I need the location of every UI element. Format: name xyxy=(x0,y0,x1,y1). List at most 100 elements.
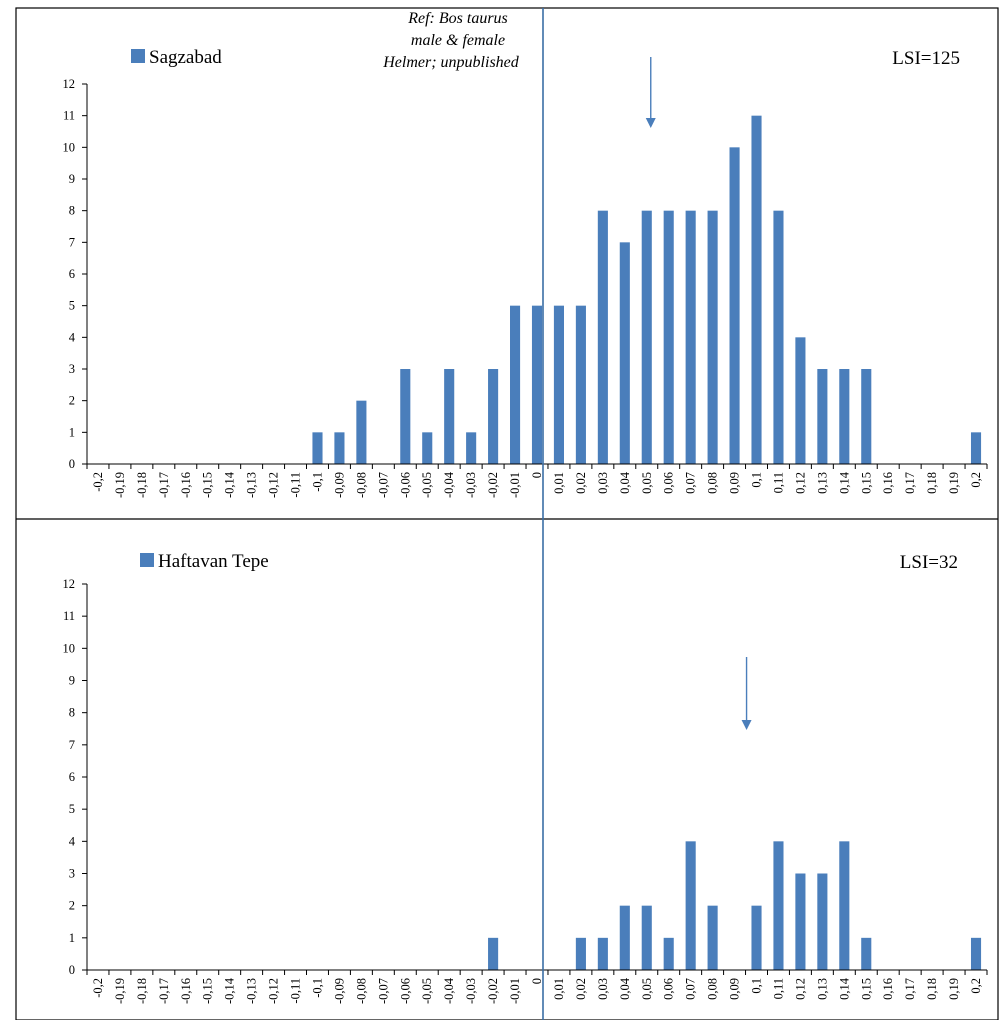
x-tick-label: -0,15 xyxy=(201,978,215,1004)
bar xyxy=(685,210,696,464)
x-tick-label: -0,01 xyxy=(508,472,522,498)
bar xyxy=(488,937,499,970)
x-tick-label: 0,13 xyxy=(815,472,829,494)
bar xyxy=(553,305,564,464)
x-tick-label: 0,03 xyxy=(596,472,610,494)
x-tick-label: 0,05 xyxy=(640,472,654,494)
y-tick-label: 6 xyxy=(69,770,75,784)
x-tick-label: 0,17 xyxy=(903,472,917,494)
x-tick-label: -0,12 xyxy=(267,472,281,498)
bar xyxy=(531,305,543,464)
x-tick-label: 0,17 xyxy=(903,978,917,1000)
legend-label: Sagzabad xyxy=(149,47,222,68)
x-tick-label: 0,01 xyxy=(552,978,566,1000)
bar xyxy=(597,937,608,970)
y-tick-label: 12 xyxy=(63,77,76,91)
x-tick-label: 0,2 xyxy=(969,472,983,488)
panel-sagzabad: Sagzabad LSI=125 Ref: Bos taurus male & … xyxy=(63,8,988,519)
x-tick-label: 0,12 xyxy=(793,978,807,1000)
x-tick-label: 0 xyxy=(530,978,544,984)
x-tick-label: 0,1 xyxy=(750,978,764,994)
x-tick-label: -0,1 xyxy=(310,978,324,998)
x-tick-label: -0,08 xyxy=(354,472,368,498)
x-tick-label: -0,13 xyxy=(245,978,259,1004)
x-tick-label: 0,16 xyxy=(881,472,895,494)
bar xyxy=(444,369,455,464)
x-tick-label: -0,17 xyxy=(157,978,171,1004)
x-tick-label: 0,14 xyxy=(837,471,851,494)
x-tick-label: -0,03 xyxy=(464,978,478,1004)
x-tick-label: -0,03 xyxy=(464,472,478,498)
x-tick-label: -0,17 xyxy=(157,472,171,498)
y-tick-label: 3 xyxy=(69,362,75,376)
bar xyxy=(641,905,652,970)
x-tick-label: 0,15 xyxy=(859,978,873,1000)
bar xyxy=(970,937,982,970)
bar xyxy=(970,432,982,464)
x-tick-label: 0,08 xyxy=(706,472,720,494)
x-tick-label: -0,07 xyxy=(376,978,390,1004)
bar xyxy=(466,432,477,464)
x-tick-label: -0,09 xyxy=(332,978,346,1004)
y-tick-label: 11 xyxy=(63,609,75,623)
x-tick-label: 0,12 xyxy=(793,472,807,494)
x-tick-label: -0,08 xyxy=(354,978,368,1004)
y-tick-label: 9 xyxy=(69,172,75,186)
x-tick-label: 0,06 xyxy=(662,472,676,494)
y-tick-label: 8 xyxy=(69,706,75,720)
bar xyxy=(751,115,762,465)
x-tick-label: 0,16 xyxy=(881,978,895,1000)
bar xyxy=(795,873,806,970)
bar xyxy=(817,873,828,970)
x-axis: -0,2 -0,19 -0,18 -0,17 -0,16 -0,15 -0,14 -0,13-… xyxy=(86,463,988,498)
x-tick-label: 0,01 xyxy=(552,472,566,494)
x-tick-label: 0,11 xyxy=(771,472,785,493)
x-tick-label: -0,04 xyxy=(442,977,456,1004)
x-tick-label: -0,16 xyxy=(179,978,193,1004)
y-tick-label: 6 xyxy=(69,267,75,281)
bar xyxy=(619,242,630,464)
x-tick-label: 0,19 xyxy=(947,472,961,494)
reference-note-line-1: Ref: Bos taurus xyxy=(407,10,508,27)
x-tick-label: 0,07 xyxy=(684,978,698,1000)
x-tick-label: 0,05 xyxy=(640,978,654,1000)
x-tick-label: 0,18 xyxy=(925,978,939,1000)
figure-frame xyxy=(15,7,999,1020)
y-tick-label: 7 xyxy=(69,738,75,752)
x-tick-label: 0,2 xyxy=(969,978,983,994)
x-tick-label: 0 xyxy=(530,472,544,478)
x-tick-label: 0,18 xyxy=(925,472,939,494)
x-tick-label: -0,18 xyxy=(135,978,149,1004)
x-tick-label: 0,06 xyxy=(662,978,676,1000)
bar xyxy=(707,210,718,464)
legend: Sagzabad xyxy=(131,47,222,68)
x-axis: -0,2 -0,19 -0,18 -0,17 -0,16 -0,15 -0,14 -0,13-… xyxy=(86,969,988,1004)
x-tick-label: 0,15 xyxy=(859,472,873,494)
bar xyxy=(510,305,521,464)
bar xyxy=(685,841,696,970)
legend: Haftavan Tepe xyxy=(140,551,269,572)
x-tick-label: 0,04 xyxy=(618,471,632,494)
bar xyxy=(839,841,850,970)
y-tick-label: 10 xyxy=(63,140,76,154)
x-tick-label: -0,09 xyxy=(332,472,346,498)
bar xyxy=(400,369,411,464)
y-tick-label: 5 xyxy=(69,802,75,816)
marker-arrow-head xyxy=(645,118,656,128)
bar xyxy=(312,432,323,464)
x-tick-label: 0,1 xyxy=(750,472,764,488)
x-tick-label: 0,11 xyxy=(771,978,785,999)
overlay xyxy=(542,8,656,519)
x-tick-label: -0,01 xyxy=(508,978,522,1004)
x-tick-label: -0,02 xyxy=(486,978,500,1004)
y-tick-label: 4 xyxy=(69,330,76,344)
y-tick-label: 1 xyxy=(69,931,75,945)
x-tick-label: -0,12 xyxy=(267,978,281,1004)
bar xyxy=(663,210,674,464)
y-tick-label: 4 xyxy=(69,834,76,848)
x-tick-label: -0,2 xyxy=(91,978,105,998)
x-tick-label: 0,13 xyxy=(815,978,829,1000)
x-tick-label: -0,11 xyxy=(289,472,303,498)
